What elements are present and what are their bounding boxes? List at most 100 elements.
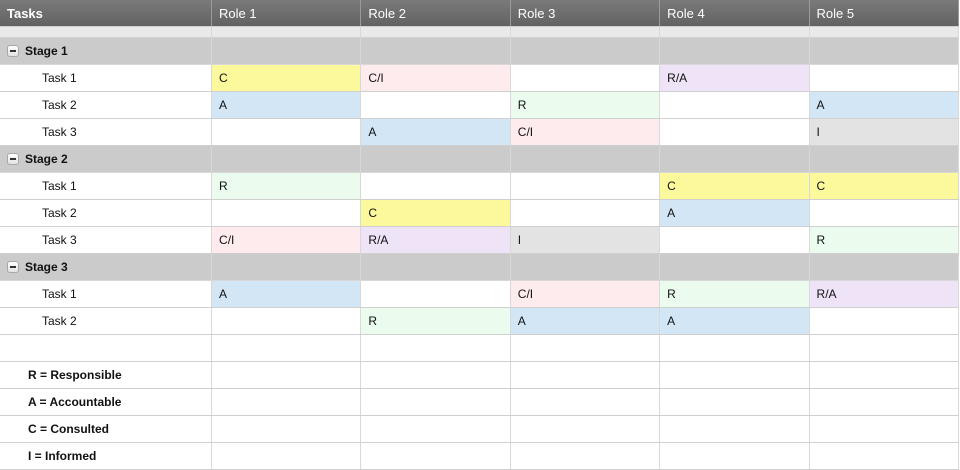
empty-cell[interactable] xyxy=(360,361,511,389)
task-name[interactable]: Task 1 xyxy=(0,64,213,92)
empty-cell[interactable] xyxy=(510,388,661,416)
task-name[interactable]: Task 1 xyxy=(0,280,213,308)
stage-cell[interactable] xyxy=(211,37,362,65)
column-header-role-5[interactable]: Role 5 xyxy=(809,0,960,27)
empty-cell[interactable] xyxy=(360,388,511,416)
raci-cell[interactable]: A xyxy=(659,199,810,227)
empty-cell[interactable] xyxy=(659,361,810,389)
raci-cell[interactable]: A xyxy=(809,91,960,119)
stage-cell[interactable] xyxy=(809,145,960,173)
raci-cell[interactable] xyxy=(510,199,661,227)
collapse-toggle-icon[interactable] xyxy=(7,261,19,273)
empty-cell[interactable] xyxy=(510,361,661,389)
empty-cell[interactable] xyxy=(360,415,511,443)
raci-cell[interactable]: C/I xyxy=(211,226,362,254)
stage-cell[interactable] xyxy=(510,145,661,173)
collapse-toggle-icon[interactable] xyxy=(7,45,19,57)
stage-cell[interactable] xyxy=(360,37,511,65)
raci-cell[interactable]: R xyxy=(211,172,362,200)
empty-cell[interactable] xyxy=(809,361,960,389)
column-header-role-1[interactable]: Role 1 xyxy=(211,0,362,27)
raci-cell[interactable] xyxy=(211,307,362,335)
raci-cell[interactable] xyxy=(360,280,511,308)
raci-cell[interactable] xyxy=(510,172,661,200)
column-header-role-3[interactable]: Role 3 xyxy=(510,0,661,27)
empty-cell[interactable] xyxy=(510,334,661,362)
task-name[interactable]: Task 1 xyxy=(0,172,213,200)
raci-cell[interactable] xyxy=(211,118,362,146)
raci-cell[interactable] xyxy=(809,64,960,92)
task-name[interactable]: Task 3 xyxy=(0,118,213,146)
empty-cell[interactable] xyxy=(211,334,362,362)
raci-cell[interactable] xyxy=(360,172,511,200)
raci-cell[interactable]: C xyxy=(211,64,362,92)
raci-cell[interactable] xyxy=(809,307,960,335)
empty-cell[interactable] xyxy=(659,334,810,362)
stage-name-cell[interactable]: Stage 3 xyxy=(0,253,213,281)
raci-cell[interactable]: R xyxy=(360,307,511,335)
column-header-role-4[interactable]: Role 4 xyxy=(659,0,810,27)
raci-cell[interactable]: C/I xyxy=(510,118,661,146)
raci-cell[interactable]: R xyxy=(809,226,960,254)
stage-cell[interactable] xyxy=(659,253,810,281)
empty-cell[interactable] xyxy=(360,334,511,362)
stage-name-cell[interactable]: Stage 1 xyxy=(0,37,213,65)
raci-cell[interactable]: A xyxy=(510,307,661,335)
task-name[interactable]: Task 3 xyxy=(0,226,213,254)
empty-cell[interactable] xyxy=(659,388,810,416)
stage-cell[interactable] xyxy=(360,253,511,281)
raci-cell[interactable]: A xyxy=(360,118,511,146)
raci-cell[interactable] xyxy=(360,91,511,119)
empty-cell[interactable] xyxy=(510,442,661,470)
empty-cell[interactable] xyxy=(211,388,362,416)
raci-cell[interactable]: R xyxy=(510,91,661,119)
raci-cell[interactable]: C xyxy=(809,172,960,200)
raci-cell[interactable]: I xyxy=(510,226,661,254)
empty-cell[interactable] xyxy=(510,415,661,443)
stage-cell[interactable] xyxy=(659,37,810,65)
raci-cell[interactable] xyxy=(809,199,960,227)
raci-cell[interactable] xyxy=(659,226,810,254)
empty-cell[interactable] xyxy=(809,334,960,362)
raci-cell[interactable] xyxy=(510,64,661,92)
column-header-tasks[interactable]: Tasks xyxy=(0,0,213,27)
stage-name-cell[interactable]: Stage 2 xyxy=(0,145,213,173)
raci-cell[interactable]: R/A xyxy=(659,64,810,92)
stage-cell[interactable] xyxy=(510,37,661,65)
column-header-role-2[interactable]: Role 2 xyxy=(360,0,511,27)
stage-cell[interactable] xyxy=(360,145,511,173)
empty-cell[interactable] xyxy=(809,442,960,470)
empty-cell[interactable] xyxy=(211,361,362,389)
stage-cell[interactable] xyxy=(659,145,810,173)
raci-cell[interactable] xyxy=(659,91,810,119)
raci-cell[interactable] xyxy=(659,118,810,146)
empty-cell[interactable] xyxy=(0,334,213,362)
collapse-toggle-icon[interactable] xyxy=(7,153,19,165)
empty-cell[interactable] xyxy=(211,415,362,443)
stage-cell[interactable] xyxy=(809,253,960,281)
raci-cell[interactable]: A xyxy=(659,307,810,335)
raci-cell[interactable]: R xyxy=(659,280,810,308)
task-name[interactable]: Task 2 xyxy=(0,199,213,227)
raci-cell[interactable]: C/I xyxy=(510,280,661,308)
empty-cell[interactable] xyxy=(211,442,362,470)
stage-cell[interactable] xyxy=(809,37,960,65)
raci-cell[interactable]: I xyxy=(809,118,960,146)
raci-cell[interactable]: A xyxy=(211,280,362,308)
empty-cell[interactable] xyxy=(659,415,810,443)
stage-cell[interactable] xyxy=(211,145,362,173)
raci-cell[interactable]: C xyxy=(360,199,511,227)
empty-cell[interactable] xyxy=(809,388,960,416)
raci-cell[interactable]: C/I xyxy=(360,64,511,92)
raci-cell[interactable]: A xyxy=(211,91,362,119)
empty-cell[interactable] xyxy=(659,442,810,470)
stage-cell[interactable] xyxy=(510,253,661,281)
task-name[interactable]: Task 2 xyxy=(0,91,213,119)
raci-cell[interactable] xyxy=(211,199,362,227)
raci-cell[interactable]: R/A xyxy=(809,280,960,308)
empty-cell[interactable] xyxy=(809,415,960,443)
stage-cell[interactable] xyxy=(211,253,362,281)
raci-cell[interactable]: R/A xyxy=(360,226,511,254)
raci-cell[interactable]: C xyxy=(659,172,810,200)
empty-cell[interactable] xyxy=(360,442,511,470)
